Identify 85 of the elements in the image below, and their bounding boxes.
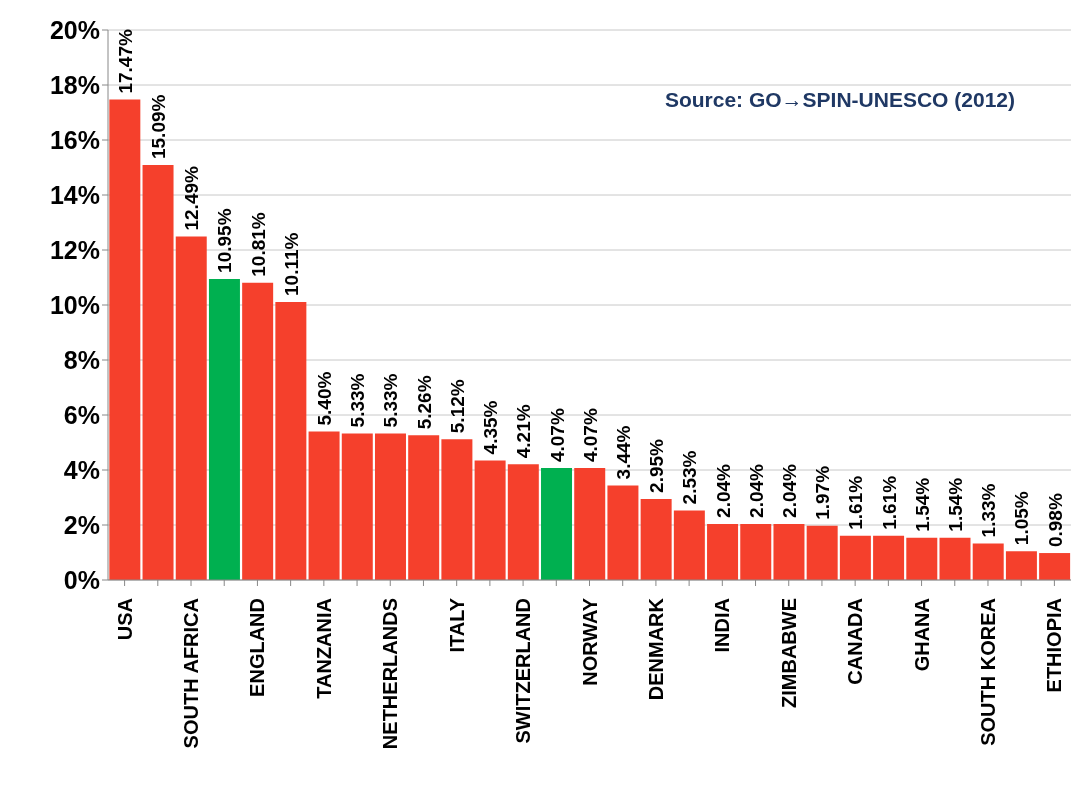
data-label: 0.98% bbox=[1044, 493, 1066, 548]
data-label: 10.95% bbox=[214, 208, 236, 273]
data-label: 2.95% bbox=[646, 438, 668, 493]
data-label: 1.54% bbox=[911, 477, 933, 532]
bar bbox=[1039, 553, 1071, 580]
data-label: 1.97% bbox=[812, 465, 834, 520]
bar bbox=[507, 464, 539, 580]
y-tick-label: 12% bbox=[49, 235, 100, 264]
x-tick-label: INDIA bbox=[711, 598, 734, 653]
bar bbox=[906, 537, 938, 580]
data-label: 5.33% bbox=[347, 373, 369, 428]
y-tick-label: 16% bbox=[49, 125, 100, 154]
y-tick-label: 10% bbox=[49, 290, 100, 319]
data-label: 1.61% bbox=[845, 475, 867, 530]
bar bbox=[308, 431, 340, 580]
data-label: 15.09% bbox=[148, 94, 170, 160]
data-label: 1.05% bbox=[1011, 491, 1033, 546]
y-tick-label: 2% bbox=[63, 510, 100, 539]
data-label: 5.40% bbox=[314, 371, 336, 426]
bar bbox=[1005, 551, 1037, 580]
data-label: 2.04% bbox=[745, 463, 767, 518]
data-label: 1.61% bbox=[878, 475, 900, 530]
data-label: 4.35% bbox=[480, 400, 502, 455]
bar bbox=[972, 543, 1004, 580]
bar bbox=[408, 435, 440, 580]
data-label: 10.81% bbox=[247, 212, 269, 277]
bar bbox=[109, 99, 141, 580]
x-tick-label: ENGLAND bbox=[246, 598, 269, 697]
data-label: 4.21% bbox=[513, 404, 535, 459]
bar bbox=[607, 485, 639, 580]
bar bbox=[939, 537, 971, 580]
x-tick-label: ZIMBABWE bbox=[777, 598, 800, 708]
data-label: 12.49% bbox=[181, 165, 203, 231]
bar bbox=[740, 523, 772, 580]
bar bbox=[474, 460, 506, 580]
bar bbox=[142, 165, 174, 580]
data-label: 5.12% bbox=[446, 379, 468, 434]
x-tick-label: DENMARK bbox=[644, 597, 667, 701]
y-tick-label: 8% bbox=[63, 345, 100, 374]
y-tick-label: 14% bbox=[49, 180, 100, 209]
data-label: 4.07% bbox=[546, 408, 568, 463]
data-label: 1.33% bbox=[978, 483, 1000, 538]
bar bbox=[541, 468, 573, 580]
x-tick-label: SOUTH AFRICA bbox=[180, 598, 203, 749]
data-label: 5.33% bbox=[380, 373, 402, 428]
data-label: 4.07% bbox=[579, 408, 601, 463]
x-tick-label: ITALY bbox=[445, 597, 468, 653]
x-tick-label: CANADA bbox=[844, 598, 867, 685]
bar bbox=[242, 282, 274, 580]
data-label: 3.44% bbox=[612, 425, 634, 480]
bar bbox=[275, 301, 307, 580]
x-tick-label: NETHERLANDS bbox=[379, 598, 402, 750]
bar bbox=[208, 278, 240, 580]
bar bbox=[640, 498, 672, 580]
x-tick-label: SOUTH KOREA bbox=[976, 598, 999, 746]
bar bbox=[707, 523, 739, 580]
data-label: 2.04% bbox=[778, 463, 800, 518]
data-label: 2.04% bbox=[712, 463, 734, 518]
x-tick-label: NORWAY bbox=[578, 597, 601, 686]
bar bbox=[374, 433, 406, 580]
bar bbox=[773, 523, 805, 580]
bar bbox=[441, 439, 473, 580]
y-tick-label: 6% bbox=[63, 400, 100, 429]
x-tick-label: USA bbox=[113, 598, 136, 641]
bar bbox=[574, 468, 606, 580]
bar bbox=[673, 510, 705, 580]
bar bbox=[341, 433, 373, 580]
x-tick-label: SWITZERLAND bbox=[512, 598, 535, 744]
data-label: 1.54% bbox=[945, 477, 966, 532]
x-tick-label: GHANA bbox=[910, 598, 933, 672]
data-label: 10.11% bbox=[280, 232, 302, 296]
data-label: 17.47% bbox=[114, 29, 136, 94]
x-tick-label: TANZANIA bbox=[312, 598, 335, 699]
bar bbox=[175, 236, 207, 580]
x-tick-label: ETHIOPIA bbox=[1043, 598, 1066, 693]
bar bbox=[873, 535, 905, 580]
data-label: 5.26% bbox=[413, 375, 435, 430]
data-label: 2.53% bbox=[679, 450, 701, 505]
y-tick-label: 20% bbox=[49, 15, 100, 44]
y-tick-label: 0% bbox=[63, 565, 100, 594]
y-tick-label: 18% bbox=[49, 70, 100, 99]
bar bbox=[839, 535, 871, 580]
y-tick-label: 4% bbox=[63, 455, 100, 484]
annotation: Source: GO→SPIN-UNESCO (2012) bbox=[664, 88, 1015, 112]
bar bbox=[806, 525, 838, 580]
